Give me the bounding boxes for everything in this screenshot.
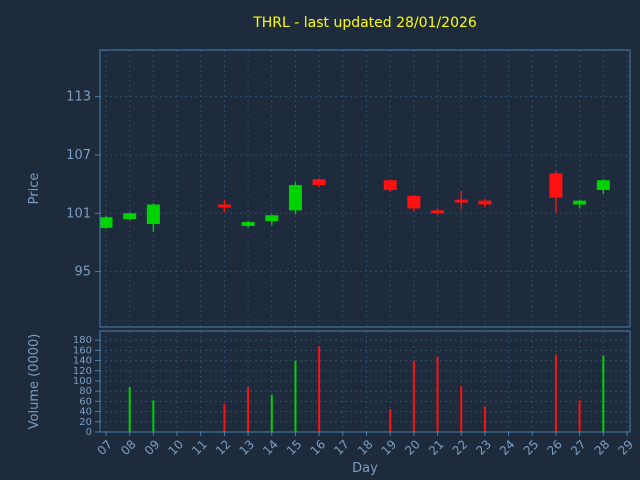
candles <box>99 171 610 232</box>
price-tick-label: 113 <box>66 90 91 105</box>
candle-body <box>478 200 492 205</box>
volume-tick-label: 80 <box>79 386 92 397</box>
volume-tick-label: 100 <box>73 376 92 387</box>
volume-panel-border <box>99 330 631 433</box>
candle-body <box>288 185 302 211</box>
chart-title: THRL - last updated 28/01/2026 <box>252 15 477 31</box>
volume-tick-label: 0 <box>86 427 92 438</box>
candle-body <box>312 179 326 186</box>
candle-body <box>431 210 445 214</box>
volume-tick-label: 60 <box>79 396 92 407</box>
candle-body <box>99 217 113 228</box>
price-tick-label: 101 <box>66 206 91 221</box>
volume-tick-label: 40 <box>79 407 92 418</box>
candle-body <box>573 200 587 205</box>
x-axis-label: Day <box>352 461 378 476</box>
candle-body <box>407 195 421 209</box>
candle-body <box>241 222 255 226</box>
candle-body <box>123 213 137 220</box>
volume-tick-label: 160 <box>73 345 92 356</box>
candle-body <box>265 215 279 222</box>
price-tick-label: 107 <box>66 148 91 163</box>
tick-marks <box>95 96 628 436</box>
candle-body <box>596 180 610 190</box>
candle-body <box>549 173 563 198</box>
price-tick-label: 95 <box>74 265 91 280</box>
volume-tick-label: 20 <box>79 417 92 428</box>
volume-axis-label: Volume (0000) <box>27 334 42 430</box>
candle-body <box>454 199 468 203</box>
candle-body <box>217 204 231 208</box>
volume-tick-label: 140 <box>73 356 92 367</box>
price-panel-border <box>99 49 631 328</box>
price-axis-label: Price <box>27 173 42 205</box>
candle-body <box>383 180 397 190</box>
candle-body <box>146 204 160 224</box>
volume-bars <box>128 346 605 432</box>
volume-tick-label: 180 <box>73 335 92 346</box>
volume-tick-label: 120 <box>73 366 92 377</box>
